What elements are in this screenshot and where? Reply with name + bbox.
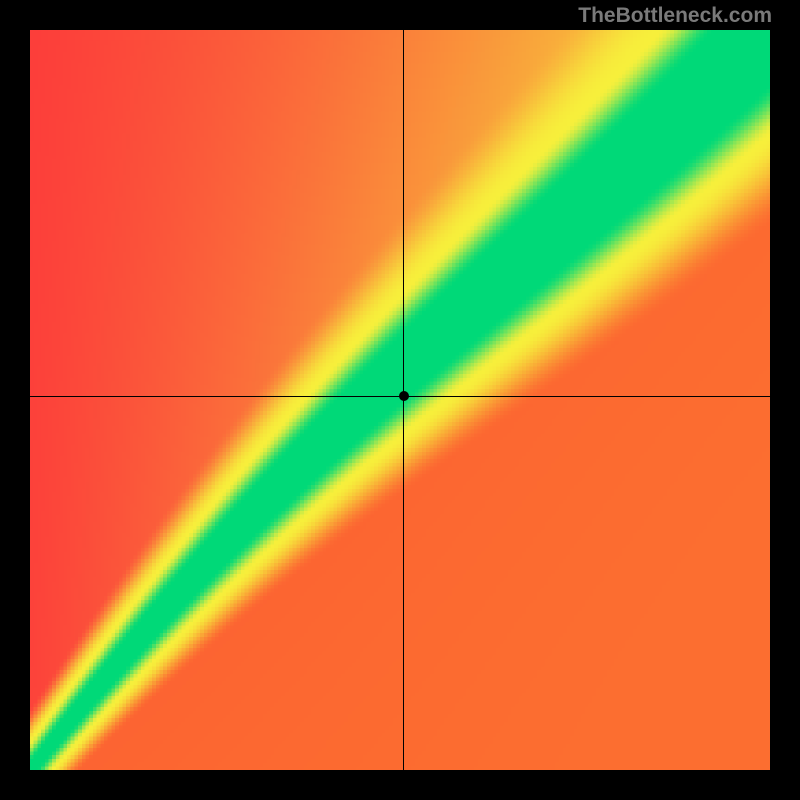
watermark-text: TheBottleneck.com [578, 4, 772, 28]
selected-point [399, 391, 409, 401]
chart-container: TheBottleneck.com [0, 0, 800, 800]
